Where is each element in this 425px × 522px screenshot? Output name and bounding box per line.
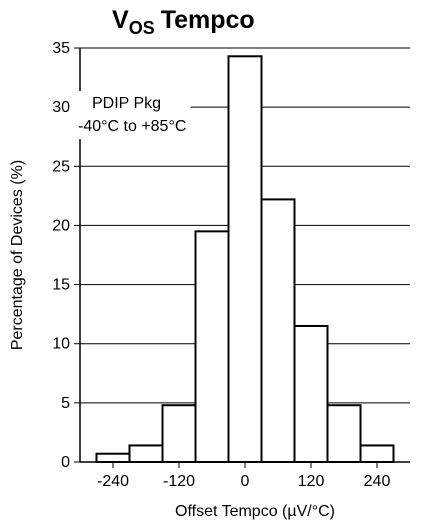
histogram-bar-2 [161, 404, 197, 464]
y-tick-label-1: 5 [61, 395, 70, 412]
histogram-bar-7 [326, 404, 362, 464]
histogram-bar-3 [194, 230, 230, 463]
bars [95, 55, 395, 464]
y-tick-labels: 0 5 10 15 20 25 30 35 [52, 40, 80, 471]
histogram-bar-6 [293, 324, 329, 463]
histogram-bar-1 [128, 444, 164, 464]
histogram-bar-5 [260, 198, 296, 464]
x-tick-label-3: 120 [298, 473, 325, 490]
annotation-background [74, 91, 191, 139]
title-subscript: OS [128, 18, 155, 38]
histogram-bar-4 [227, 55, 263, 463]
chart-title: VOS Tempco [112, 6, 255, 39]
y-tick-label-3: 15 [52, 277, 70, 294]
x-axis-label: Offset Tempco (µV/°C) [175, 503, 335, 520]
y-tick-label-0: 0 [61, 454, 70, 471]
y-tick-label-7: 35 [52, 40, 70, 57]
y-axis-label: Percentage of Devices (%) [9, 160, 26, 350]
y-tick-label-5: 25 [52, 158, 70, 175]
histogram-bar-8 [359, 444, 395, 464]
x-tick-label-0: -240 [97, 473, 129, 490]
title-main: V [112, 6, 129, 34]
x-tick-label-2: 0 [241, 473, 250, 490]
y-tick-label-6: 30 [52, 99, 70, 116]
annotation-line-2: -40°C to +85°C [78, 118, 186, 135]
annotation-line-1: PDIP Pkg [92, 95, 161, 112]
x-tick-label-4: 240 [364, 473, 391, 490]
y-tick-label-4: 20 [52, 217, 70, 234]
y-tick-label-2: 10 [52, 336, 70, 353]
x-tick-labels: -240 -120 0 120 240 [97, 462, 390, 490]
title-rest: Tempco [160, 6, 255, 34]
histogram-bar-0 [95, 452, 131, 464]
x-tick-label-1: -120 [163, 473, 195, 490]
